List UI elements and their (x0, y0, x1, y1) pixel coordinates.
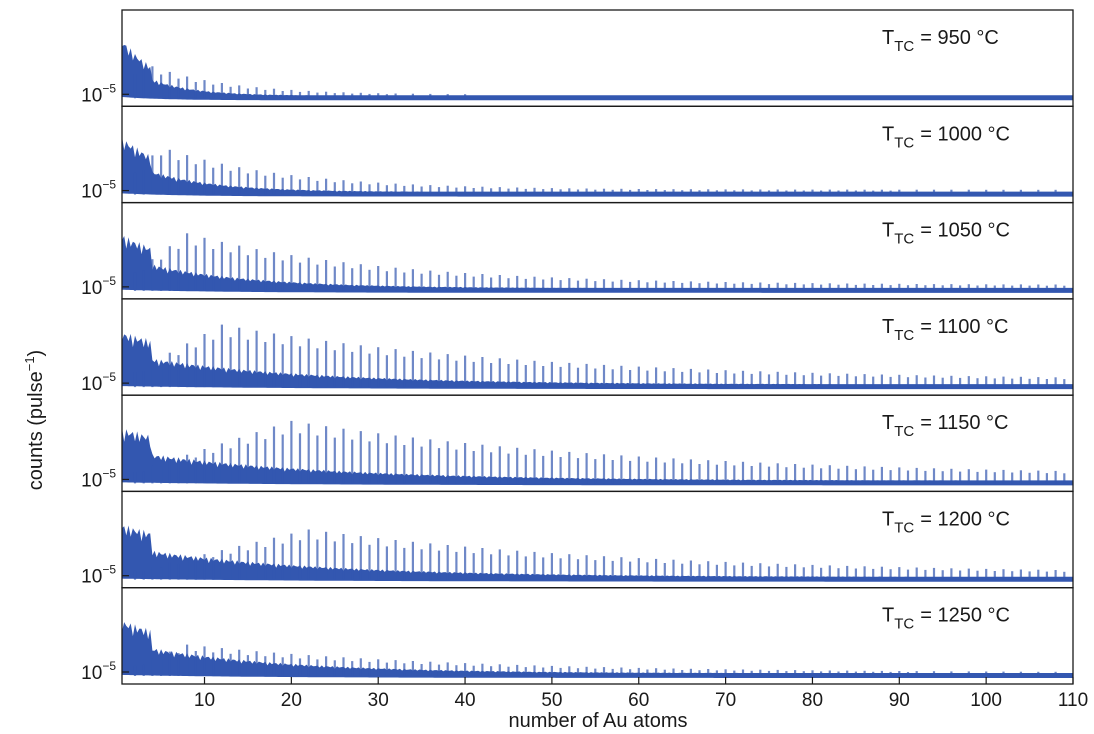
panel-label: TTC = 1100 °C (882, 316, 1008, 344)
panel-1250: 10−5 TTC = 1250 °C (81, 587, 1074, 685)
y-tick-label: 10−5 (81, 178, 116, 203)
y-tick-label: 10−5 (81, 81, 116, 106)
panel-label: TTC = 1200 °C (882, 508, 1010, 536)
panel-frame (121, 587, 1074, 685)
panel-950: 10−5 TTC = 950 °C (81, 9, 1074, 107)
y-axis-label-sup: −1 (22, 356, 37, 371)
panel-label: TTC = 950 °C (882, 27, 999, 55)
y-tick-label: 10−5 (81, 274, 116, 299)
x-axis-label: number of Au atoms (509, 710, 688, 732)
panel-label: TTC = 1000 °C (882, 123, 1010, 151)
x-tick-label: 90 (889, 690, 910, 711)
x-tick-label: 10 (194, 690, 215, 711)
y-axis-label: counts (pulse−1) (22, 350, 47, 490)
x-tick-label: 110 (1058, 690, 1088, 711)
y-axis-label-main: counts (pulse (25, 371, 47, 490)
panel-label: TTC = 1150 °C (882, 412, 1008, 440)
y-tick-label: 10−5 (81, 466, 116, 491)
continuum-band (122, 525, 1073, 582)
panel-label: TTC = 1250 °C (882, 605, 1010, 633)
panel-1150: 10−5 TTC = 1150 °C (81, 394, 1074, 493)
continuum-band (122, 236, 1073, 293)
panel-1000: 10−5 TTC = 1000 °C (81, 105, 1074, 204)
continuum-band (122, 333, 1073, 390)
x-tick-label: 80 (802, 690, 823, 711)
panels-group: 10−5 TTC = 950 °C 10−5 TTC = 1000 °C 10−5 TTC = … (81, 9, 1074, 685)
x-tick-label: 60 (628, 690, 649, 711)
panel-1200: 10−5 TTC = 1200 °C (81, 490, 1074, 589)
y-tick-label: 10−5 (81, 563, 116, 588)
panel-1100: 10−5 TTC = 1100 °C (81, 298, 1074, 396)
x-tick-label: 70 (715, 690, 736, 711)
continuum-band (122, 136, 1073, 197)
y-tick-label: 10−5 (81, 370, 116, 395)
panel-1050: 10−5 TTC = 1050 °C (81, 201, 1074, 300)
y-tick-label: 10−5 (81, 659, 116, 684)
continuum-band (122, 427, 1073, 486)
continuum-band (122, 622, 1073, 678)
x-tick-label: 30 (368, 690, 389, 711)
x-tick-label: 40 (454, 690, 475, 711)
x-tick-label: 100 (970, 690, 1002, 711)
panel-label: TTC = 1050 °C (882, 220, 1010, 248)
y-axis-label-close: ) (25, 350, 47, 357)
x-tick-label: 20 (281, 690, 302, 711)
x-axis: 10 20 30 40 50 60 70 80 90 100 110 (194, 677, 1088, 711)
x-tick-label: 50 (541, 690, 562, 711)
continuum-band (122, 45, 1073, 101)
